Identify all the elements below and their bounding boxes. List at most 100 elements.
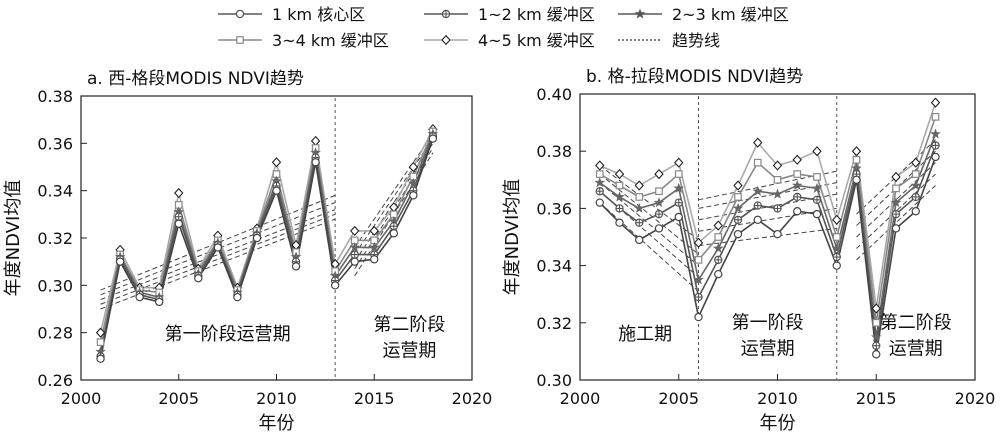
data-point bbox=[910, 179, 922, 190]
x-tick-label: 2010 bbox=[256, 389, 297, 408]
data-point bbox=[674, 212, 683, 222]
y-tick-label: 0.26 bbox=[37, 371, 73, 390]
legend-label: 4~5 km 缓冲区 bbox=[478, 31, 595, 50]
data-point bbox=[733, 215, 743, 225]
y-tick-label: 0.38 bbox=[37, 87, 73, 106]
data-point bbox=[911, 192, 920, 202]
data-point bbox=[595, 198, 604, 207]
data-point bbox=[791, 179, 803, 190]
y-axis-title: 年度NDVI均值 bbox=[502, 179, 523, 296]
data-point bbox=[194, 274, 203, 283]
data-point bbox=[870, 331, 882, 342]
data-point bbox=[654, 224, 664, 233]
data-point-cross bbox=[931, 141, 940, 150]
data-point bbox=[408, 178, 419, 189]
data-point bbox=[712, 242, 724, 253]
data-point bbox=[773, 204, 782, 213]
data-point bbox=[174, 187, 184, 199]
y-tick-label: 0.36 bbox=[536, 199, 572, 218]
data-point bbox=[811, 182, 823, 193]
trend-line bbox=[354, 138, 434, 255]
legend-label: 2~3 km 缓冲区 bbox=[672, 5, 789, 24]
trend-line bbox=[100, 202, 336, 296]
legend: 1 km 核心区 1~2 km 缓冲区 2~3 km 缓冲区 3~4 km 缓冲区 4~… bbox=[218, 5, 789, 50]
data-point-cross bbox=[694, 293, 703, 301]
data-point bbox=[872, 341, 881, 350]
data-point bbox=[911, 157, 921, 168]
data-point-cross bbox=[596, 187, 604, 195]
y-tick-label: 0.38 bbox=[536, 142, 572, 161]
legend-item: 2~3 km 缓冲区 bbox=[618, 5, 789, 24]
data-point bbox=[674, 198, 683, 207]
series-markers bbox=[96, 127, 437, 346]
data-point bbox=[310, 135, 321, 147]
data-point bbox=[753, 215, 762, 225]
data-point bbox=[931, 113, 940, 121]
data-point bbox=[891, 171, 901, 183]
data-point bbox=[911, 170, 920, 178]
data-point bbox=[752, 185, 764, 196]
data-point bbox=[931, 141, 940, 150]
data-point bbox=[732, 202, 744, 213]
data-point bbox=[428, 134, 438, 143]
data-point-cross bbox=[390, 222, 398, 230]
data-point bbox=[793, 207, 802, 216]
data-point bbox=[271, 157, 282, 168]
data-point-cross bbox=[793, 193, 801, 201]
trend-line bbox=[856, 139, 936, 215]
data-point bbox=[812, 209, 822, 219]
y-tick-label: 0.32 bbox=[37, 229, 73, 248]
phase-label: 运营期 bbox=[382, 340, 436, 361]
data-point bbox=[272, 186, 281, 195]
data-point bbox=[832, 233, 841, 241]
data-point bbox=[673, 182, 685, 193]
data-point bbox=[595, 170, 604, 178]
series-markers bbox=[595, 152, 940, 359]
data-point bbox=[773, 229, 782, 239]
data-point bbox=[772, 160, 783, 171]
y-tick-label: 0.30 bbox=[37, 276, 73, 295]
data-point bbox=[311, 158, 320, 167]
data-point bbox=[832, 261, 841, 270]
data-point bbox=[635, 218, 644, 227]
data-point bbox=[871, 303, 881, 314]
data-point bbox=[813, 173, 821, 181]
data-point bbox=[389, 221, 398, 231]
data-point bbox=[911, 207, 920, 216]
data-point-cross bbox=[675, 199, 683, 207]
x-tick-label: 2005 bbox=[658, 389, 699, 408]
x-axis-title: 年份 bbox=[760, 413, 796, 434]
x-tick-label: 2005 bbox=[158, 389, 199, 408]
data-point-cross bbox=[635, 219, 643, 227]
data-point bbox=[892, 184, 900, 193]
data-point bbox=[655, 187, 663, 196]
x-tick-label: 2015 bbox=[856, 389, 897, 408]
data-point bbox=[654, 209, 664, 219]
phase-label: 第二阶段 bbox=[373, 314, 445, 335]
trend-line bbox=[856, 162, 936, 238]
phase-label: 第一阶段 bbox=[732, 313, 804, 334]
chart-title: b. 格-拉段MODIS NDVI趋势 bbox=[586, 67, 803, 87]
data-point bbox=[350, 250, 359, 259]
legend-label: 趋势线 bbox=[672, 31, 720, 50]
legend-marker bbox=[236, 36, 244, 44]
data-point bbox=[595, 160, 605, 171]
data-point bbox=[96, 354, 105, 363]
x-tick-label: 2000 bbox=[61, 389, 102, 408]
data-point bbox=[792, 154, 802, 165]
data-point bbox=[714, 255, 723, 265]
data-point bbox=[772, 188, 783, 199]
data-point-cross bbox=[615, 204, 624, 212]
data-point bbox=[674, 157, 684, 168]
series bbox=[99, 128, 434, 333]
y-axis-title: 年度NDVI均值 bbox=[3, 180, 24, 297]
x-tick-label: 2015 bbox=[354, 389, 395, 408]
data-point-cross bbox=[175, 213, 183, 221]
data-point bbox=[733, 229, 743, 239]
series bbox=[599, 102, 937, 309]
data-point bbox=[694, 292, 703, 302]
trend-line bbox=[599, 165, 699, 241]
y-tick-label: 0.28 bbox=[37, 324, 73, 343]
data-point-cross bbox=[734, 216, 742, 224]
